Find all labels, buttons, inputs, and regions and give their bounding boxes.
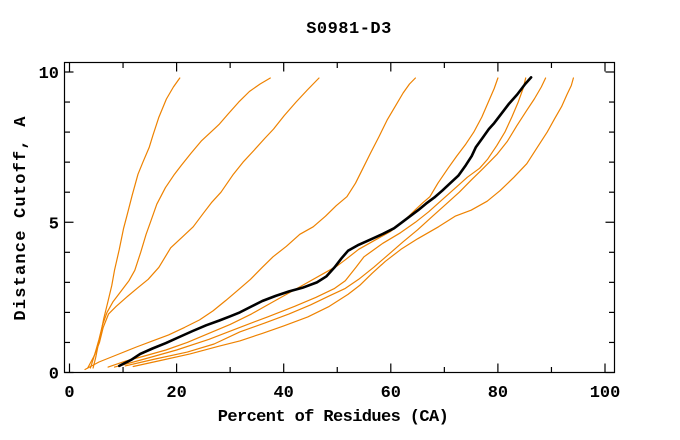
x-tick-label: 0 <box>64 384 74 403</box>
y-tick-label: 0 <box>49 366 59 385</box>
curve-model-7 <box>124 77 547 367</box>
x-tick-label: 60 <box>381 384 401 403</box>
y-axis-label: Distance Cutoff, A <box>12 115 31 320</box>
curve-model-6 <box>113 77 527 368</box>
x-tick-label: 80 <box>488 384 508 403</box>
curve-model-4 <box>84 77 416 371</box>
plot-frame <box>63 61 616 374</box>
chart-title: S0981-D3 <box>306 20 392 39</box>
x-axis-label: Percent of Residues (CA) <box>218 408 448 427</box>
curve-model-2 <box>89 77 271 369</box>
x-tick-label: 20 <box>166 384 186 403</box>
curve-model-3 <box>87 77 320 369</box>
curve-model-5 <box>107 77 499 368</box>
y-tick-label: 10 <box>39 65 59 84</box>
curve-model-8 <box>132 77 575 368</box>
curve-model-1 <box>92 77 181 369</box>
x-tick-label: 40 <box>273 384 293 403</box>
curve-highlighted-model <box>118 76 533 368</box>
x-tick-label: 100 <box>590 384 621 403</box>
y-tick-label: 5 <box>49 215 59 234</box>
